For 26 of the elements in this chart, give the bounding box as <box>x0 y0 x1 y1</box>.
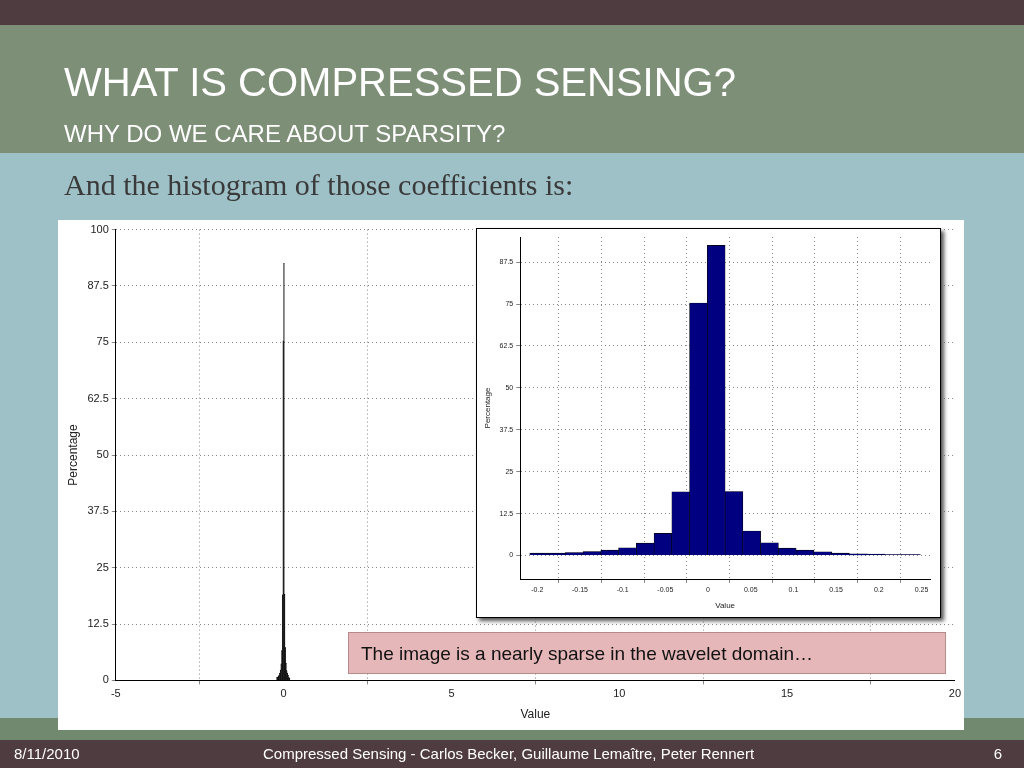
x-tick-label: -5 <box>110 687 121 700</box>
x-tick-label: 10 <box>613 687 626 700</box>
y-tick-label: 37.5 <box>87 504 109 517</box>
x-tick-label: 20 <box>948 687 962 700</box>
y-tick-label: 50 <box>96 448 109 461</box>
text: 8/11/2010 <box>14 745 80 762</box>
x-tick-label: 5 <box>448 687 455 700</box>
text: 6 <box>993 745 1002 762</box>
y-tick-label: 12.5 <box>87 617 109 630</box>
x-tick-label: 15 <box>780 687 794 700</box>
y-tick-label: 0 <box>102 673 109 686</box>
text: Compressed Sensing - Carlos Becker, Guillaume Lemaître, Peter Rennert <box>263 745 755 762</box>
y-tick-label: 75 <box>96 335 109 348</box>
y-tick-label: 87.5 <box>87 278 109 291</box>
x-axis-title: Value <box>520 707 551 722</box>
y-axis-title: Percentage <box>65 423 80 486</box>
text: And the histogram of those coefficients is: <box>64 168 574 202</box>
y-tick-label: 100 <box>90 222 109 235</box>
chart-title: WHAT IS COMPRESSED SENSING? <box>64 60 736 105</box>
y-axis-title: Percentage <box>483 386 492 429</box>
callout-box: The image is a nearly sparse in the wavelet domain… <box>348 632 946 674</box>
y-tick-label: 25 <box>96 560 109 573</box>
y-tick-label: 62.5 <box>87 391 109 404</box>
x-tick-label: 0 <box>280 687 287 700</box>
x-axis-title: Value <box>715 601 736 611</box>
chart-subtitle: WHY DO WE CARE ABOUT SPARSITY? <box>64 120 506 148</box>
